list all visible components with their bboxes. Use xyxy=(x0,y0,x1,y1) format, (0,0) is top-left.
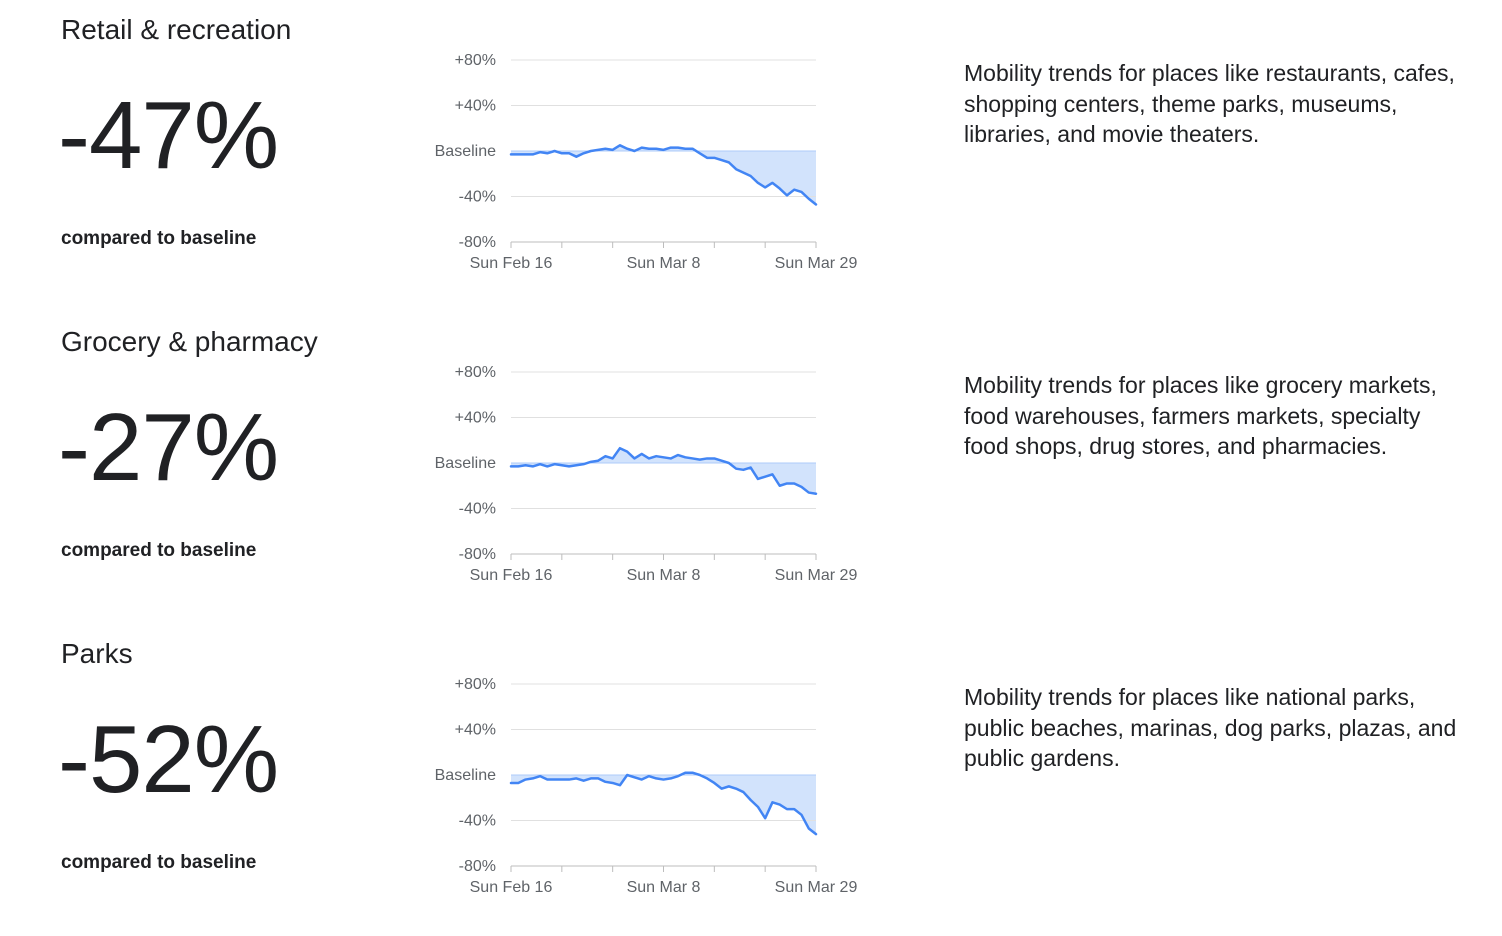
y-tick-label: -40% xyxy=(459,813,496,830)
x-tick-label: Sun Mar 8 xyxy=(627,879,701,896)
percent-change-value: -27% xyxy=(58,394,279,501)
section-retail-recreation: Retail & recreation -47% compared to bas… xyxy=(0,0,1502,312)
x-tick-label: Sun Mar 29 xyxy=(775,255,858,272)
y-tick-label: Baseline xyxy=(435,767,496,784)
difference-area xyxy=(511,448,816,494)
y-tick-label: +80% xyxy=(455,52,496,69)
y-tick-label: Baseline xyxy=(435,143,496,160)
percent-change-value: -47% xyxy=(58,82,279,189)
category-description: Mobility trends for places like grocery … xyxy=(964,372,1437,459)
y-tick-label: +80% xyxy=(455,676,496,693)
x-tick-label: Sun Mar 29 xyxy=(775,567,858,584)
trend-chart-parks: +80% +40% Baseline -40% -80% Sun Feb 16 Sun Ma… xyxy=(435,676,858,896)
compared-to-baseline-label: compared to baseline xyxy=(61,852,257,873)
trend-line xyxy=(509,771,818,836)
y-tick-label: +40% xyxy=(455,98,496,115)
category-title: Retail & recreation xyxy=(61,14,292,45)
trend-line xyxy=(509,144,818,206)
difference-area xyxy=(511,145,816,205)
trend-chart-grocery: +80% +40% Baseline -40% -80% Sun Feb 16 Sun Ma… xyxy=(435,364,858,584)
y-tick-label: +40% xyxy=(455,410,496,427)
section-parks: Parks -52% compared to baseline +80% +40%… xyxy=(0,624,1502,936)
x-tick-label: Sun Feb 16 xyxy=(470,567,553,584)
compared-to-baseline-label: compared to baseline xyxy=(61,540,257,561)
percent-change-value: -52% xyxy=(58,706,279,813)
x-tick-label: Sun Mar 29 xyxy=(775,879,858,896)
category-title: Parks xyxy=(61,638,133,669)
y-tick-label: -40% xyxy=(459,189,496,206)
category-description: Mobility trends for places like national… xyxy=(964,684,1457,771)
x-tick-label: Sun Feb 16 xyxy=(470,879,553,896)
y-tick-label: -80% xyxy=(459,234,496,251)
y-tick-label: +40% xyxy=(455,722,496,739)
trend-chart-retail: +80% +40% Baseline -40% -80% Sun Feb 16 Sun Ma… xyxy=(435,52,858,272)
difference-area xyxy=(511,772,816,835)
category-description: Mobility trends for places like restaura… xyxy=(964,60,1455,147)
x-tick-label: Sun Mar 8 xyxy=(627,255,701,272)
x-tick-label: Sun Feb 16 xyxy=(470,255,553,272)
compared-to-baseline-label: compared to baseline xyxy=(61,228,257,249)
x-tick-label: Sun Mar 8 xyxy=(627,567,701,584)
trend-line xyxy=(509,446,818,495)
category-title: Grocery & pharmacy xyxy=(61,326,318,357)
y-tick-label: +80% xyxy=(455,364,496,381)
y-tick-label: Baseline xyxy=(435,455,496,472)
y-tick-label: -80% xyxy=(459,858,496,875)
y-tick-label: -40% xyxy=(459,501,496,518)
section-grocery-pharmacy: Grocery & pharmacy -27% compared to base… xyxy=(0,312,1502,624)
y-tick-label: -80% xyxy=(459,546,496,563)
